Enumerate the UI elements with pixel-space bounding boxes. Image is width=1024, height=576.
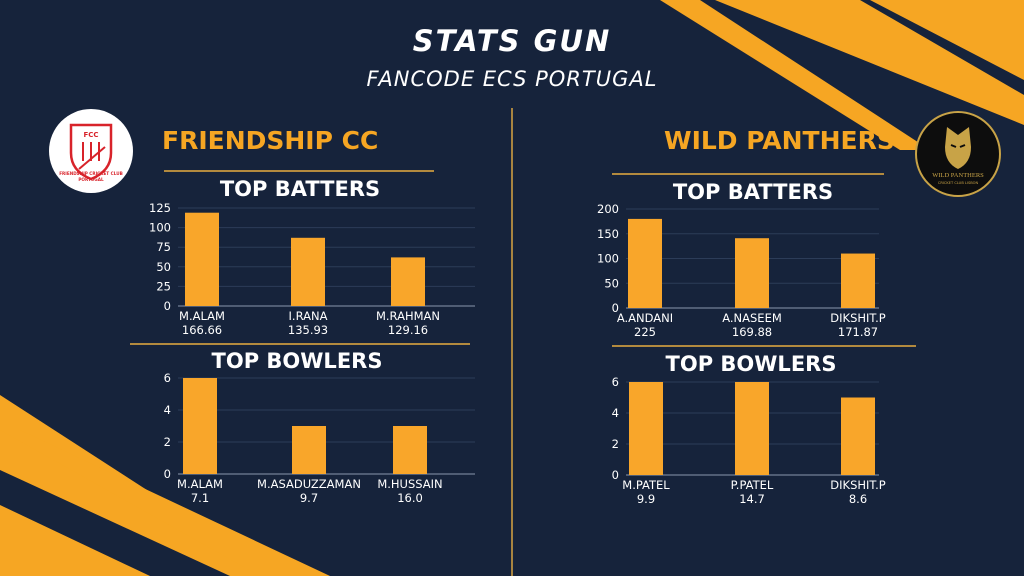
- y-tick-label: 0: [612, 301, 619, 315]
- data-label: 169.88: [732, 325, 772, 339]
- data-label: 16.0: [397, 491, 423, 505]
- y-tick-label: 2: [164, 435, 171, 449]
- y-tick-label: 0: [164, 299, 171, 313]
- x-tick-label: M.ASADUZZAMAN: [257, 477, 361, 491]
- x-tick-label: DIKSHIT.P: [830, 311, 885, 325]
- svg-text:WILD PANTHERS: WILD PANTHERS: [932, 172, 984, 179]
- page-title: STATS GUN: [412, 24, 612, 58]
- x-tick-label: I.RANA: [289, 309, 328, 323]
- data-label: 135.93: [288, 323, 328, 337]
- bar-dikshitp: [841, 397, 875, 475]
- x-tick-label: DIKSHIT.P: [830, 478, 885, 492]
- y-tick-label: 150: [597, 227, 619, 241]
- y-tick-label: 200: [597, 202, 619, 216]
- y-tick-label: 0: [164, 467, 171, 481]
- y-tick-label: 4: [164, 403, 171, 417]
- svg-text:FRIENDSHIP CRICKET CLUB: FRIENDSHIP CRICKET CLUB: [59, 171, 123, 176]
- bar-mhussain: [393, 426, 427, 474]
- bar-anaseem: [735, 238, 769, 308]
- bar-ppatel: [735, 382, 769, 475]
- center-divider: [511, 108, 513, 576]
- bar-malam: [183, 378, 217, 474]
- data-label: 7.1: [191, 491, 209, 505]
- y-tick-label: 6: [164, 371, 171, 385]
- y-tick-label: 6: [612, 375, 619, 389]
- data-label: 225: [634, 325, 656, 339]
- y-tick-label: 75: [156, 240, 171, 254]
- x-tick-label: A.NASEEM: [722, 311, 782, 325]
- y-tick-label: 2: [612, 437, 619, 451]
- y-tick-label: 25: [156, 279, 171, 293]
- bar-malam: [185, 212, 219, 306]
- page-subtitle: FANCODE ECS PORTUGAL: [366, 67, 658, 91]
- x-tick-label: M.RAHMAN: [376, 309, 440, 323]
- right-bowlers-title: TOP BOWLERS: [665, 352, 837, 376]
- bar-masaduzzaman: [292, 426, 326, 474]
- data-label: 9.7: [300, 491, 318, 505]
- team-name-left: FRIENDSHIP CC: [162, 126, 379, 155]
- data-label: 8.6: [849, 492, 867, 506]
- svg-text:CRICKET CLUB LISBON: CRICKET CLUB LISBON: [938, 181, 979, 185]
- bar-mpatel: [629, 382, 663, 475]
- bar-mrahman: [391, 257, 425, 306]
- svg-text:PORTUGAL: PORTUGAL: [78, 177, 104, 182]
- y-tick-label: 0: [612, 468, 619, 482]
- data-label: 166.66: [182, 323, 222, 337]
- bar-aandani: [628, 218, 662, 308]
- x-tick-label: M.ALAM: [179, 309, 225, 323]
- bar-dikshitp: [841, 253, 875, 308]
- y-tick-label: 100: [149, 221, 171, 235]
- team-rule-right: [612, 173, 884, 175]
- team-name-right: WILD PANTHERS: [664, 126, 895, 155]
- data-label: 129.16: [388, 323, 428, 337]
- data-label: 14.7: [739, 492, 765, 506]
- section-rule-left: [130, 343, 470, 345]
- x-tick-label: M.PATEL: [622, 478, 670, 492]
- left-bowlers-title: TOP BOWLERS: [211, 349, 383, 373]
- svg-text:FCC: FCC: [83, 131, 98, 139]
- wild-panthers-logo: WILD PANTHERS CRICKET CLUB LISBON: [915, 111, 1001, 197]
- y-tick-label: 50: [604, 276, 619, 290]
- x-tick-label: A.ANDANI: [617, 311, 673, 325]
- y-tick-label: 125: [149, 201, 171, 215]
- y-tick-label: 50: [156, 260, 171, 274]
- y-tick-label: 4: [612, 406, 619, 420]
- x-tick-label: M.ALAM: [177, 477, 223, 491]
- bar-irana: [291, 237, 325, 306]
- team-rule-left: [164, 170, 434, 172]
- data-label: 9.9: [637, 492, 655, 506]
- friendship-cc-logo: FCC FRIENDSHIP CRICKET CLUB PORTUGAL: [49, 109, 133, 193]
- y-tick-label: 100: [597, 252, 619, 266]
- right-batters-title: TOP BATTERS: [672, 180, 834, 204]
- x-tick-label: P.PATEL: [731, 478, 774, 492]
- x-tick-label: M.HUSSAIN: [377, 477, 442, 491]
- left-batters-title: TOP BATTERS: [219, 177, 381, 201]
- data-label: 171.87: [838, 325, 878, 339]
- section-rule-right: [612, 345, 916, 347]
